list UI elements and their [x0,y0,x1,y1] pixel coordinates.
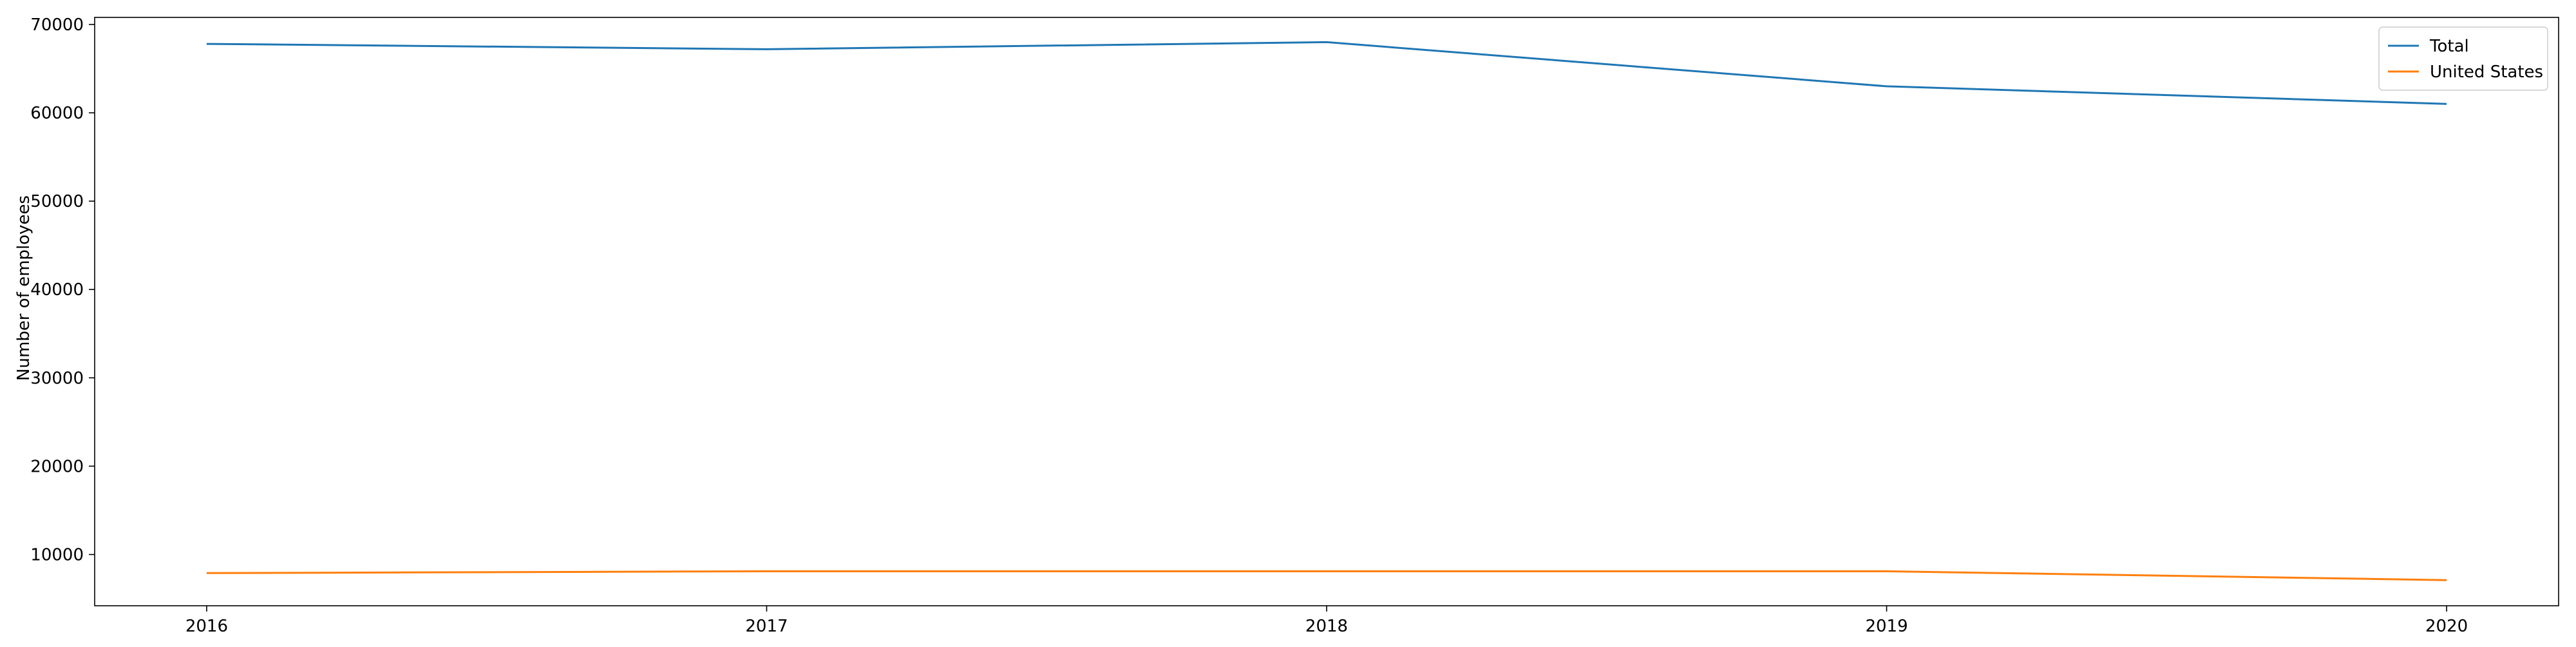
y-tick-label: 10000 [30,545,84,565]
y-tick-label: 40000 [30,280,84,300]
x-tick-label: 2017 [745,617,788,636]
x-tick-label: 2019 [1865,617,1908,636]
y-tick-label: 60000 [30,104,84,123]
x-axis: 2016 2017 2018 2019 2020 [185,606,2468,636]
y-axis: 10000 20000 30000 40000 50000 60000 70000 [30,15,95,565]
series-line-0 [206,41,2447,105]
series-line-1 [206,570,2447,581]
x-tick-label: 2020 [2425,617,2468,636]
series-layer [206,41,2447,581]
y-tick-label: 70000 [30,15,84,35]
x-tick-label: 2016 [185,617,228,636]
legend-label: Total [2429,37,2469,56]
y-tick-label: 50000 [30,192,84,211]
plot-frame [94,17,2559,606]
y-tick-label: 20000 [30,457,84,476]
y-axis-label: Number of employees [14,195,33,381]
plot-area [94,17,2559,606]
legend: Total United States [2378,26,2548,91]
x-tick-label: 2018 [1305,617,1348,636]
y-tick-label: 30000 [30,369,84,388]
legend-label: United States [2430,63,2543,82]
legend-box [2378,26,2548,91]
